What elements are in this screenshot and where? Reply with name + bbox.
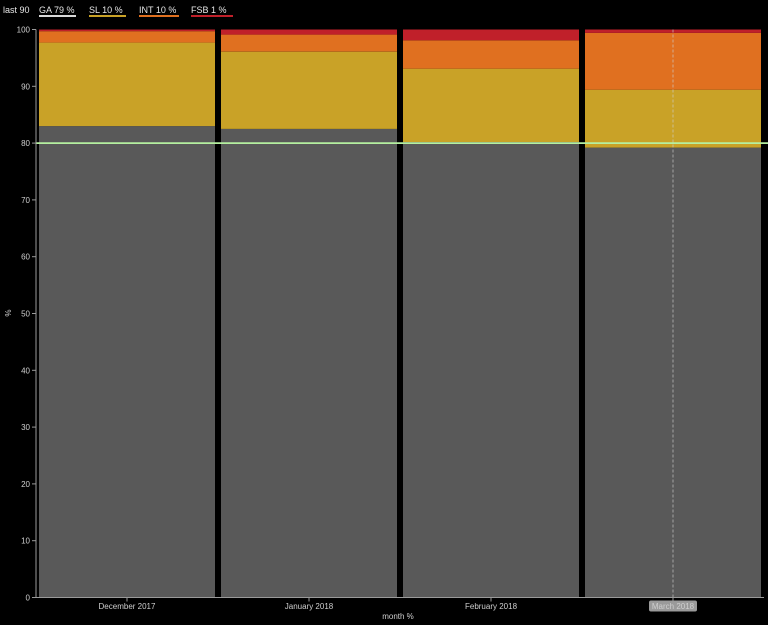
legend-swatch-int — [139, 15, 179, 17]
y-tick-label-0: 0 — [26, 594, 31, 603]
bar-ga-february-2018[interactable] — [403, 142, 579, 598]
x-tick-label-december-2017[interactable]: December 2017 — [99, 602, 156, 611]
legend-item-int[interactable]: INT 10 % — [139, 5, 177, 15]
x-axis-label: month % — [382, 612, 414, 621]
y-tick-label-90: 90 — [21, 82, 30, 91]
y-tick-label-70: 70 — [21, 196, 30, 205]
x-tick-highlight-badge — [649, 600, 697, 612]
bar-ga-march-2018[interactable] — [585, 147, 761, 598]
legend-item-sl[interactable]: SL 10 % — [89, 5, 123, 15]
bar-int-december-2017[interactable] — [39, 31, 215, 43]
y-tick-label-10: 10 — [21, 537, 30, 546]
y-tick-label-100: 100 — [17, 26, 31, 35]
bar-fsb-december-2017[interactable] — [39, 29, 215, 32]
bar-sl-march-2018[interactable] — [585, 89, 761, 148]
bar-fsb-february-2018[interactable] — [403, 29, 579, 41]
y-axis-label: % — [4, 309, 13, 316]
bars-group — [39, 29, 761, 598]
y-tick-label-50: 50 — [21, 310, 30, 319]
y-axis: 0 10 20 30 40 50 60 70 80 90 100 — [17, 26, 37, 603]
x-tick-label-march-2018[interactable]: March 2018 — [652, 602, 695, 611]
y-tick-label-80: 80 — [21, 139, 30, 148]
x-tick-label-february-2018[interactable]: February 2018 — [465, 602, 518, 611]
bar-ga-january-2018[interactable] — [221, 128, 397, 598]
x-tick-label-january-2018[interactable]: January 2018 — [285, 602, 334, 611]
y-tick-label-60: 60 — [21, 253, 30, 262]
y-tick-label-40: 40 — [21, 366, 30, 375]
y-tick-label-30: 30 — [21, 423, 30, 432]
legend-swatch-fsb — [191, 15, 233, 17]
bar-sl-january-2018[interactable] — [221, 51, 397, 129]
y-tick-label-20: 20 — [21, 480, 30, 489]
bar-int-january-2018[interactable] — [221, 34, 397, 52]
x-axis: December 2017 January 2018 February 2018 Ma… — [36, 597, 764, 612]
bar-sl-december-2017[interactable] — [39, 42, 215, 127]
legend: last 90 GA 79 % SL 10 % INT 10 % FSB 1 % — [0, 0, 768, 18]
bar-fsb-january-2018[interactable] — [221, 29, 397, 35]
bar-int-february-2018[interactable] — [403, 40, 579, 69]
bar-ga-december-2017[interactable] — [39, 126, 215, 598]
legend-item-ga[interactable]: GA 79 % — [39, 5, 75, 15]
bar-sl-february-2018[interactable] — [403, 68, 579, 142]
legend-period-label[interactable]: last 90 — [3, 5, 30, 15]
legend-swatch-ga — [39, 15, 76, 17]
legend-swatch-sl — [89, 15, 126, 17]
legend-item-fsb[interactable]: FSB 1 % — [191, 5, 227, 15]
